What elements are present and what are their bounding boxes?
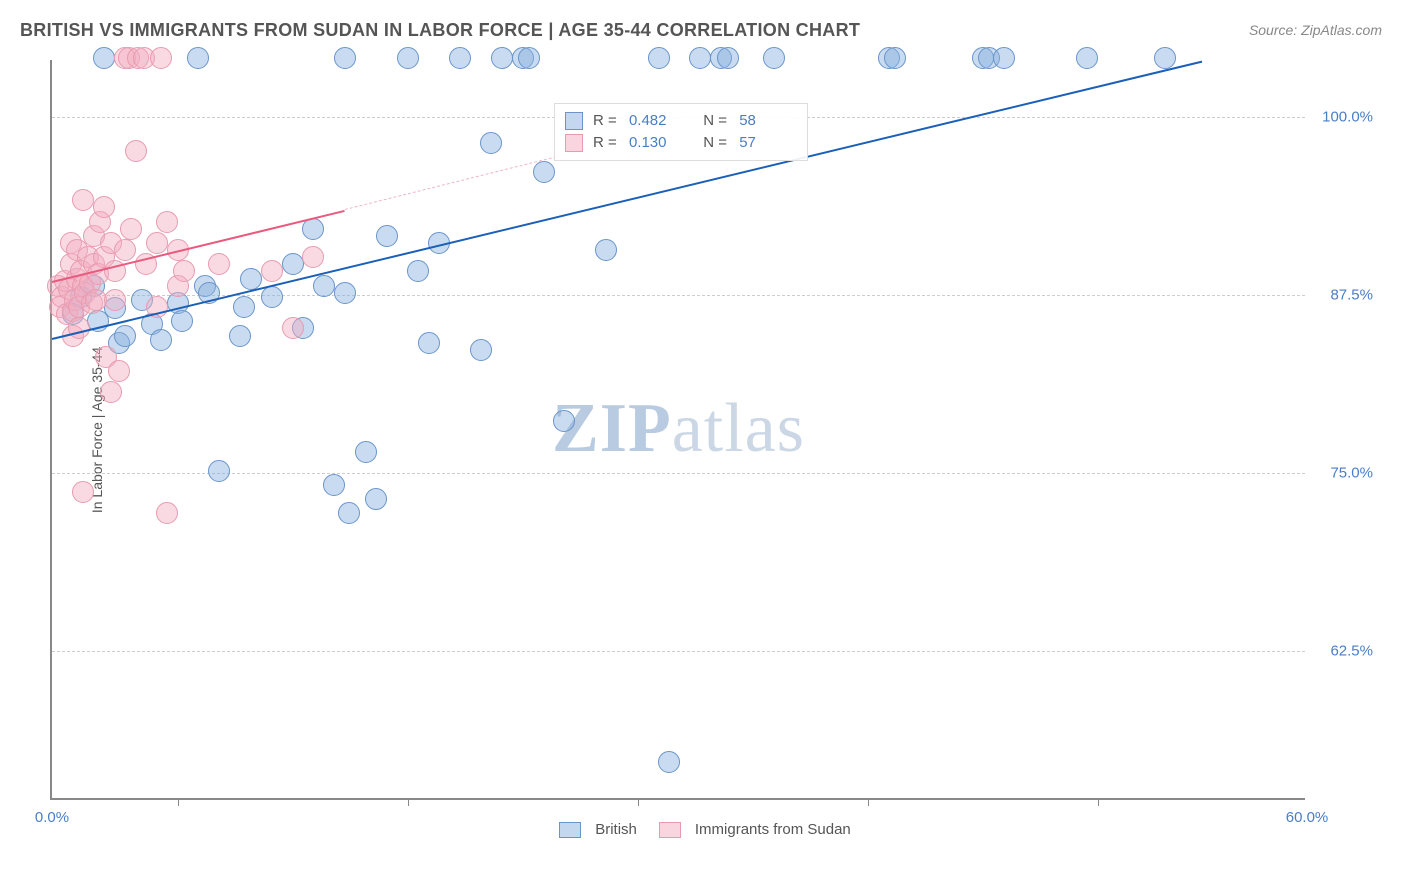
- scatter-point-british: [334, 282, 356, 304]
- scatter-point-british: [1076, 47, 1098, 69]
- legend: British Immigrants from Sudan: [50, 821, 1360, 838]
- xtick-mark: [638, 798, 639, 806]
- scatter-point-british: [323, 474, 345, 496]
- scatter-point-british: [355, 441, 377, 463]
- scatter-point-british: [1154, 47, 1176, 69]
- scatter-point-british: [518, 47, 540, 69]
- plot-region: ZIPatlas 62.5%75.0%87.5%100.0%0.0%60.0%R…: [50, 60, 1305, 800]
- scatter-point-british: [553, 410, 575, 432]
- legend-label-sudan: Immigrants from Sudan: [695, 821, 851, 838]
- scatter-point-british: [313, 275, 335, 297]
- corr-r-value: 0.130: [629, 134, 687, 151]
- ytick-label: 62.5%: [1330, 642, 1373, 659]
- scatter-point-sudan: [93, 196, 115, 218]
- scatter-point-british: [449, 47, 471, 69]
- scatter-point-british: [648, 47, 670, 69]
- xtick-mark: [868, 798, 869, 806]
- scatter-point-british: [491, 47, 513, 69]
- correlation-box: R = 0.482 N = 58R = 0.130 N = 57: [554, 103, 808, 161]
- legend-item-british: British: [559, 821, 637, 838]
- corr-r-label: R =: [593, 112, 617, 129]
- scatter-point-sudan: [108, 360, 130, 382]
- corr-row: R = 0.482 N = 58: [565, 110, 797, 132]
- scatter-point-british: [595, 239, 617, 261]
- scatter-point-british: [397, 47, 419, 69]
- scatter-point-british: [418, 332, 440, 354]
- scatter-point-sudan: [72, 189, 94, 211]
- corr-n-label: N =: [703, 112, 727, 129]
- gridline-h: [52, 473, 1305, 474]
- scatter-point-sudan: [150, 47, 172, 69]
- ytick-label: 75.0%: [1330, 464, 1373, 481]
- scatter-point-british: [689, 47, 711, 69]
- scatter-point-sudan: [104, 289, 126, 311]
- scatter-point-british: [338, 502, 360, 524]
- scatter-point-sudan: [100, 381, 122, 403]
- corr-n-value: 57: [739, 134, 797, 151]
- scatter-point-sudan: [208, 253, 230, 275]
- scatter-point-british: [407, 260, 429, 282]
- source-label: Source: ZipAtlas.com: [1249, 22, 1382, 38]
- scatter-point-sudan: [114, 239, 136, 261]
- scatter-point-british: [470, 339, 492, 361]
- corr-n-value: 58: [739, 112, 797, 129]
- corr-swatch: [565, 112, 583, 130]
- scatter-point-sudan: [302, 246, 324, 268]
- chart-title: BRITISH VS IMMIGRANTS FROM SUDAN IN LABO…: [20, 20, 860, 41]
- corr-r-label: R =: [593, 134, 617, 151]
- scatter-point-sudan: [72, 481, 94, 503]
- corr-r-value: 0.482: [629, 112, 687, 129]
- watermark: ZIPatlas: [552, 389, 805, 469]
- xtick-mark: [178, 798, 179, 806]
- scatter-point-british: [187, 47, 209, 69]
- scatter-point-british: [763, 47, 785, 69]
- scatter-point-sudan: [146, 232, 168, 254]
- legend-swatch-blue: [559, 822, 581, 838]
- chart-area: In Labor Force | Age 35-44 ZIPatlas 62.5…: [50, 60, 1360, 800]
- scatter-point-british: [171, 310, 193, 332]
- scatter-point-british: [240, 268, 262, 290]
- scatter-point-sudan: [282, 317, 304, 339]
- scatter-point-british: [93, 47, 115, 69]
- xtick-mark: [1098, 798, 1099, 806]
- scatter-point-british: [717, 47, 739, 69]
- scatter-point-british: [993, 47, 1015, 69]
- scatter-point-british: [884, 47, 906, 69]
- corr-row: R = 0.130 N = 57: [565, 132, 797, 154]
- scatter-point-british: [533, 161, 555, 183]
- ytick-label: 100.0%: [1322, 108, 1373, 125]
- scatter-point-sudan: [125, 140, 147, 162]
- scatter-point-british: [114, 325, 136, 347]
- legend-label-british: British: [595, 821, 637, 838]
- scatter-point-british: [376, 225, 398, 247]
- corr-n-label: N =: [703, 134, 727, 151]
- scatter-point-british: [150, 329, 172, 351]
- ytick-label: 87.5%: [1330, 286, 1373, 303]
- scatter-point-sudan: [173, 260, 195, 282]
- legend-swatch-pink: [659, 822, 681, 838]
- scatter-point-sudan: [120, 218, 142, 240]
- scatter-point-british: [208, 460, 230, 482]
- scatter-point-british: [365, 488, 387, 510]
- gridline-h: [52, 651, 1305, 652]
- scatter-point-british: [658, 751, 680, 773]
- scatter-point-british: [480, 132, 502, 154]
- scatter-point-sudan: [261, 260, 283, 282]
- scatter-point-british: [334, 47, 356, 69]
- xtick-mark: [408, 798, 409, 806]
- scatter-point-sudan: [156, 211, 178, 233]
- watermark-rest: atlas: [672, 390, 805, 467]
- scatter-point-british: [229, 325, 251, 347]
- scatter-point-british: [261, 286, 283, 308]
- corr-swatch: [565, 134, 583, 152]
- scatter-point-british: [233, 296, 255, 318]
- scatter-point-sudan: [156, 502, 178, 524]
- scatter-point-british: [282, 253, 304, 275]
- legend-item-sudan: Immigrants from Sudan: [659, 821, 851, 838]
